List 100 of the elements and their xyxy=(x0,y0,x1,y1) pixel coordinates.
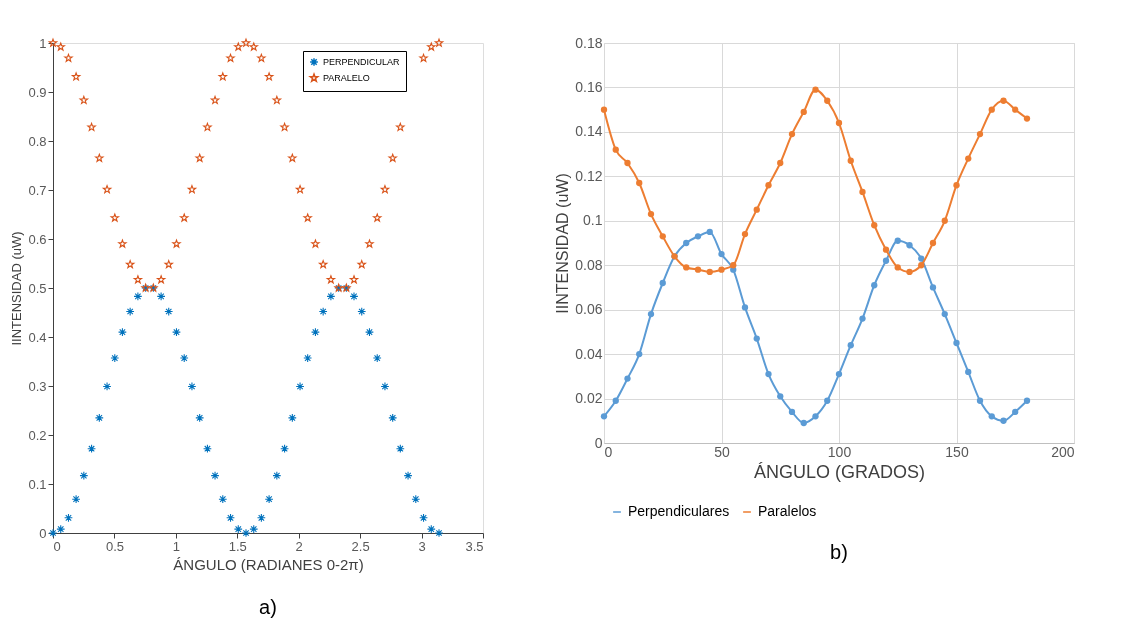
y-tick-label: 0.6 xyxy=(28,231,47,247)
point xyxy=(906,242,913,249)
point xyxy=(164,260,173,269)
point xyxy=(953,182,960,189)
point xyxy=(800,419,807,427)
y-tick-label: 0.4 xyxy=(28,329,47,345)
point xyxy=(172,327,181,337)
point xyxy=(777,159,784,167)
point xyxy=(357,260,366,269)
point xyxy=(365,239,374,248)
point xyxy=(326,275,336,284)
point xyxy=(195,413,205,423)
point xyxy=(187,382,197,391)
x-tick-label: 2.5 xyxy=(351,538,370,554)
point xyxy=(187,185,197,194)
point xyxy=(636,179,643,187)
point xyxy=(694,233,702,240)
point xyxy=(753,206,760,213)
legend-label: PERPENDICULAR xyxy=(323,57,401,67)
point xyxy=(288,153,297,162)
point xyxy=(953,339,960,347)
point xyxy=(894,237,901,244)
point xyxy=(718,250,725,258)
point xyxy=(777,393,784,400)
point xyxy=(706,228,713,236)
x-axis-title: ÁNGULO (GRADOS) xyxy=(753,461,926,482)
point xyxy=(388,153,397,162)
point xyxy=(133,291,143,301)
point xyxy=(659,279,666,287)
point xyxy=(295,382,305,391)
point xyxy=(295,185,305,194)
y-tick-label: 0.1 xyxy=(583,212,603,229)
point xyxy=(624,375,631,382)
x-tick-label: 1 xyxy=(172,538,180,554)
y-tick-label: 0.9 xyxy=(28,84,47,100)
point xyxy=(434,528,444,538)
y-tick-label: 0.16 xyxy=(575,78,603,95)
point xyxy=(941,310,948,318)
point xyxy=(871,222,878,229)
y-tick-label: 0.06 xyxy=(575,301,603,318)
point xyxy=(835,370,843,378)
point xyxy=(110,353,120,363)
y-tick-label: 0.14 xyxy=(575,123,603,140)
y-tick-label: 1 xyxy=(39,35,47,51)
point xyxy=(311,327,320,337)
point xyxy=(372,353,382,363)
point xyxy=(706,268,713,276)
point xyxy=(812,86,819,93)
point xyxy=(765,370,772,378)
point xyxy=(303,213,312,222)
point xyxy=(102,185,112,194)
point xyxy=(241,38,251,47)
point xyxy=(280,444,290,454)
point xyxy=(287,413,297,423)
point xyxy=(380,185,390,194)
x-tick-label: 100 xyxy=(827,443,852,460)
point xyxy=(636,350,643,358)
point xyxy=(311,239,320,248)
point xyxy=(318,260,328,269)
y-tick-label: 0.7 xyxy=(28,182,47,198)
point xyxy=(824,97,831,104)
point xyxy=(647,310,655,318)
point xyxy=(79,471,89,481)
point xyxy=(156,275,166,284)
x-tick-label: 1.5 xyxy=(228,538,247,554)
point xyxy=(612,146,619,153)
point xyxy=(929,284,937,291)
point xyxy=(859,315,866,322)
point xyxy=(257,53,266,62)
y-tick-label: 0.5 xyxy=(28,280,47,296)
point xyxy=(349,291,359,301)
x-tick-label: 0 xyxy=(53,538,61,554)
point xyxy=(218,72,228,81)
point xyxy=(280,122,289,131)
point xyxy=(929,239,937,247)
point xyxy=(210,95,220,105)
point xyxy=(965,368,972,376)
point xyxy=(395,444,405,454)
x-tick-label: 3 xyxy=(418,538,426,554)
point xyxy=(812,413,819,420)
x-tick-label: 50 xyxy=(714,443,730,460)
point xyxy=(824,397,831,404)
point xyxy=(233,524,243,534)
point xyxy=(256,513,266,523)
legend-label: PARALELO xyxy=(323,73,370,83)
point xyxy=(847,342,854,349)
point xyxy=(365,327,374,337)
point xyxy=(318,307,328,316)
y-tick-label: 0 xyxy=(39,525,47,541)
point xyxy=(118,239,127,248)
y-tick-label: 0.2 xyxy=(28,427,47,443)
x-tick-label: 150 xyxy=(945,443,969,460)
point xyxy=(110,213,120,222)
point xyxy=(976,130,984,138)
point xyxy=(741,230,749,238)
text: a) xyxy=(259,596,277,618)
point xyxy=(226,53,235,62)
point xyxy=(396,122,405,131)
point xyxy=(210,471,220,481)
point xyxy=(882,257,890,264)
